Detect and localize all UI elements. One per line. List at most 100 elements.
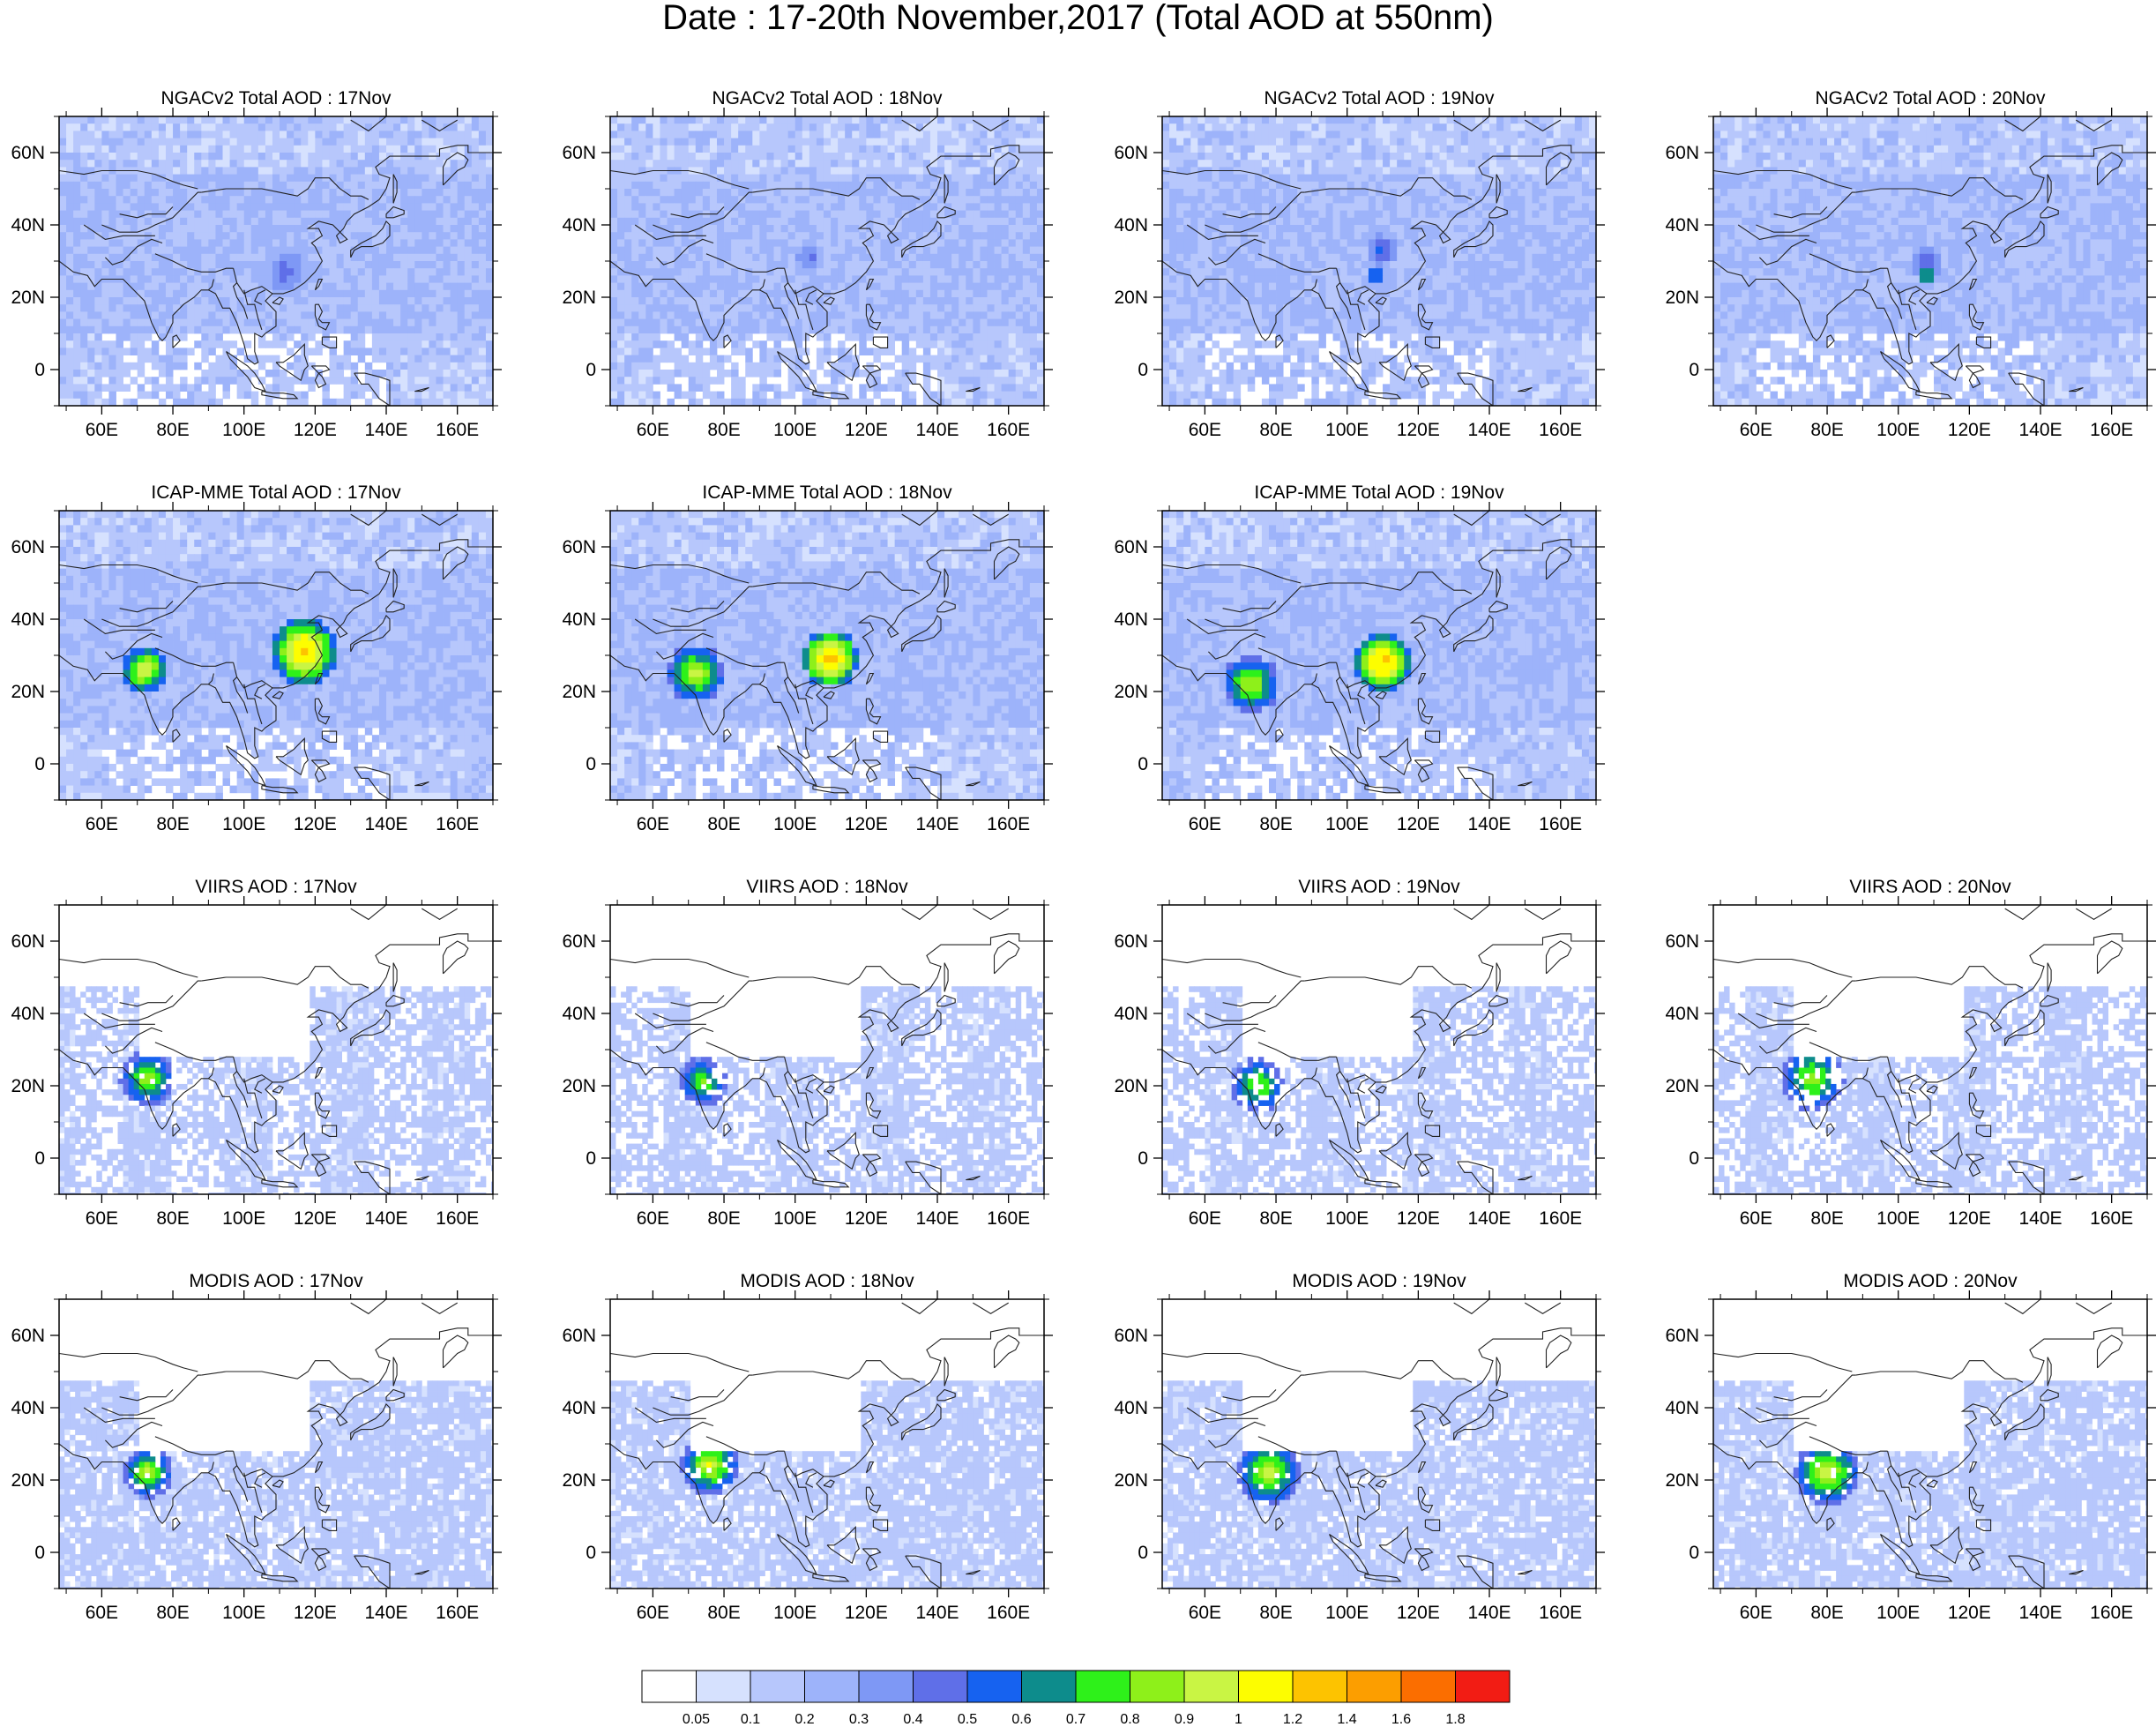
x-tick-label: 60E (1740, 1603, 1772, 1623)
x-tick-label: 100E (773, 1603, 817, 1623)
x-tick-label: 100E (1876, 1208, 1920, 1229)
x-tick-label: 160E (436, 1603, 479, 1623)
coastlines (1162, 905, 1596, 1194)
x-tick-label: 80E (1259, 1603, 1292, 1623)
colorbar-label: 0.3 (849, 1712, 869, 1727)
coastlines (59, 1299, 493, 1589)
x-tick-label: 60E (86, 1603, 118, 1623)
x-tick-label: 120E (1397, 1208, 1440, 1229)
y-tick-label: 0 (1138, 1543, 1148, 1563)
y-tick-label: 60N (562, 1326, 596, 1346)
x-tick-label: 160E (436, 1208, 479, 1229)
y-tick-label: 0 (34, 1543, 45, 1563)
colorbar-swatch (913, 1670, 968, 1703)
coastlines (1162, 511, 1596, 800)
x-tick-label: 80E (1259, 814, 1292, 834)
aod-field (610, 905, 1044, 1194)
y-tick-label: 20N (562, 288, 596, 308)
x-tick-label: 140E (364, 814, 407, 834)
figure-title: Date : 17-20th November,2017 (Total AOD … (0, 0, 2156, 35)
y-tick-label: 60N (1114, 1326, 1148, 1346)
coastlines (1162, 1299, 1596, 1589)
x-tick-label: 160E (1539, 420, 1582, 440)
x-tick-label: 160E (436, 814, 479, 834)
aod-field (1162, 116, 1596, 406)
y-tick-label: 60N (11, 1326, 45, 1346)
x-tick-label: 100E (1325, 814, 1369, 834)
colorbar-swatch (1238, 1670, 1294, 1703)
x-tick-label: 60E (86, 814, 118, 834)
coastlines (59, 905, 493, 1194)
coastlines (1162, 116, 1596, 406)
map-panel: NGACv2 Total AOD : 20Nov 60E 80E 100E 120E 14… (1665, 88, 2156, 440)
x-tick-label: 60E (86, 420, 118, 440)
panel-title: ICAP-MME Total AOD : 17Nov (151, 482, 401, 503)
colorbar-label: 0.8 (1120, 1712, 1139, 1727)
y-tick-label: 40N (562, 1004, 596, 1024)
x-tick-label: 160E (987, 420, 1030, 440)
x-tick-label: 140E (364, 420, 407, 440)
aod-field (59, 905, 493, 1194)
y-tick-label: 60N (11, 143, 45, 163)
y-tick-label: 60N (11, 537, 45, 557)
y-tick-label: 0 (1689, 1543, 1699, 1563)
x-tick-label: 140E (1467, 420, 1511, 440)
colorbar-swatch (641, 1670, 697, 1703)
y-tick-label: 20N (1114, 1076, 1148, 1096)
x-tick-label: 80E (156, 1208, 189, 1229)
x-tick-label: 60E (1189, 814, 1221, 834)
aod-field (610, 1299, 1044, 1589)
panel-title: VIIRS AOD : 18Nov (746, 877, 908, 897)
y-tick-label: 0 (586, 1148, 596, 1169)
y-tick-label: 20N (1114, 682, 1148, 702)
map-panel: MODIS AOD : 19Nov 60E 80E 100E 120E 140E 160E 6… (1114, 1271, 1605, 1623)
x-tick-label: 160E (1539, 1603, 1582, 1623)
y-tick-label: 40N (562, 1398, 596, 1418)
panel-title: NGACv2 Total AOD : 19Nov (1264, 88, 1495, 108)
y-tick-label: 40N (562, 609, 596, 630)
x-tick-label: 140E (915, 1208, 959, 1229)
x-tick-label: 100E (222, 1603, 265, 1623)
x-tick-label: 80E (1259, 420, 1292, 440)
x-tick-label: 160E (1539, 814, 1582, 834)
x-tick-label: 100E (773, 420, 817, 440)
x-tick-label: 100E (1325, 420, 1369, 440)
x-tick-label: 140E (2018, 1208, 2062, 1229)
colorbar-label: 1.8 (1445, 1712, 1465, 1727)
y-tick-label: 0 (1689, 360, 1699, 380)
map-panel: NGACv2 Total AOD : 19Nov 60E 80E 100E 120E 14… (1114, 88, 1605, 440)
map-panel: VIIRS AOD : 18Nov 60E 80E 100E 120E 140E 160E 6… (562, 877, 1053, 1229)
map-panel: ICAP-MME Total AOD : 17Nov 60E 80E 100E 120E… (11, 482, 502, 834)
x-tick-label: 80E (1810, 1208, 1843, 1229)
y-tick-label: 60N (1665, 1326, 1699, 1346)
x-tick-label: 120E (845, 1603, 888, 1623)
colorbar-swatch (1075, 1670, 1130, 1703)
y-tick-label: 60N (562, 143, 596, 163)
colorbar-swatch (1400, 1670, 1456, 1703)
colorbar-swatch (858, 1670, 914, 1703)
x-tick-label: 80E (1259, 1208, 1292, 1229)
x-tick-label: 140E (364, 1603, 407, 1623)
x-tick-label: 140E (364, 1208, 407, 1229)
y-tick-label: 0 (1689, 1148, 1699, 1169)
x-tick-label: 120E (1397, 420, 1440, 440)
colorbar-label: 0.2 (795, 1712, 814, 1727)
x-tick-label: 60E (637, 814, 669, 834)
map-panel: NGACv2 Total AOD : 17Nov 60E 80E 100E 120E 14… (11, 88, 502, 440)
y-tick-label: 20N (562, 1076, 596, 1096)
x-tick-label: 80E (1810, 1603, 1843, 1623)
x-tick-label: 120E (294, 1603, 337, 1623)
coastlines (59, 116, 493, 406)
colorbar-label: 0.05 (683, 1712, 710, 1727)
panel-title: MODIS AOD : 20Nov (1843, 1271, 2018, 1291)
map-panel: ICAP-MME Total AOD : 19Nov 60E 80E 100E 120E… (1114, 482, 1605, 834)
x-tick-label: 80E (707, 814, 740, 834)
colorbar-label: 0.7 (1066, 1712, 1085, 1727)
colorbar-swatch (804, 1670, 860, 1703)
y-tick-label: 20N (1665, 1076, 1699, 1096)
y-tick-label: 0 (34, 754, 45, 774)
map-panel: MODIS AOD : 20Nov 60E 80E 100E 120E 140E 160E 6… (1665, 1271, 2156, 1623)
aod-field (1162, 905, 1596, 1194)
aod-field (1713, 1299, 2147, 1589)
